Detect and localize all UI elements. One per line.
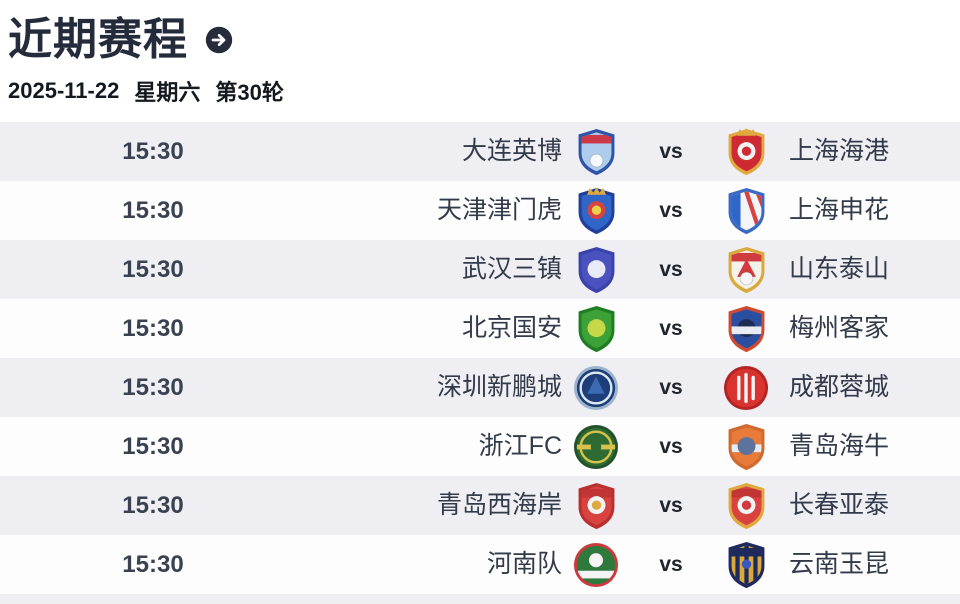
vs-label: vs [659, 434, 683, 458]
home-team-badge-icon [562, 542, 630, 588]
match-row[interactable]: 15:30 青岛西海岸 vs 长春亚泰 [0, 476, 960, 535]
matchday-label: 2025-11-22 星期六 第30轮 [0, 70, 960, 112]
away-team-badge-icon [712, 541, 780, 589]
home-team-badge-icon [562, 424, 630, 470]
away-team-badge-icon [712, 305, 780, 353]
vs-label: vs [659, 198, 683, 222]
match-row[interactable]: 15:30 浙江FC vs 青岛海牛 [0, 417, 960, 476]
home-team-name: 青岛西海岸 [436, 491, 562, 519]
home-team-name: 大连英博 [461, 137, 562, 165]
match-time: 15:30 [122, 255, 184, 283]
away-team-name: 山东泰山 [789, 255, 890, 283]
vs-label: vs [659, 139, 683, 163]
away-team-name: 上海申花 [789, 196, 890, 224]
away-team-name: 云南玉昆 [789, 550, 890, 578]
home-team-name: 北京国安 [461, 314, 562, 342]
home-team-name: 深圳新鹏城 [436, 373, 562, 401]
away-team-badge-icon [712, 482, 780, 530]
away-team-name: 梅州客家 [789, 314, 890, 342]
match-time: 15:30 [122, 491, 184, 519]
match-time: 15:30 [122, 550, 184, 578]
vs-label: vs [659, 257, 683, 281]
match-row[interactable]: 15:30 深圳新鹏城 vs 成都蓉城 [0, 358, 960, 417]
home-team-badge-icon [562, 482, 630, 530]
home-team-name: 武汉三镇 [461, 255, 562, 283]
match-list: 15:30 大连英博 vs 上海海港 15:30 天津津门虎 vs [0, 122, 960, 594]
match-time: 15:30 [122, 373, 184, 401]
match-row[interactable]: 15:30 天津津门虎 vs 上海申花 [0, 181, 960, 240]
home-team-badge-icon [562, 186, 630, 235]
vs-label: vs [659, 316, 683, 340]
match-time: 15:30 [122, 432, 184, 460]
next-row-partial [0, 594, 960, 604]
matchday-round: 第30轮 [215, 80, 284, 105]
home-team-badge-icon [562, 128, 630, 176]
match-time: 15:30 [122, 196, 184, 224]
away-team-name: 成都蓉城 [789, 373, 890, 401]
match-row[interactable]: 15:30 大连英博 vs 上海海港 [0, 122, 960, 181]
match-row[interactable]: 15:30 武汉三镇 vs 山东泰山 [0, 240, 960, 299]
matchday-date: 2025-11-22 [8, 78, 120, 103]
match-time: 15:30 [122, 314, 184, 342]
vs-label: vs [659, 552, 683, 576]
more-arrow-icon[interactable] [205, 26, 233, 54]
page-title: 近期赛程 [8, 14, 188, 64]
vs-label: vs [659, 375, 683, 399]
panel-header: 近期赛程 [0, 0, 960, 70]
away-team-badge-icon [712, 127, 780, 176]
home-team-name: 河南队 [486, 550, 562, 578]
home-team-badge-icon [562, 365, 630, 411]
home-team-name: 天津津门虎 [436, 196, 562, 224]
vs-label: vs [659, 493, 683, 517]
home-team-name: 浙江FC [478, 432, 562, 460]
away-team-badge-icon [712, 246, 780, 294]
home-team-badge-icon [562, 246, 630, 294]
away-team-name: 上海海港 [789, 137, 890, 165]
home-team-badge-icon [562, 305, 630, 353]
away-team-badge-icon [712, 423, 780, 471]
matchday-weekday: 星期六 [134, 80, 201, 105]
away-team-name: 长春亚泰 [789, 491, 890, 519]
match-time: 15:30 [122, 137, 184, 165]
away-team-name: 青岛海牛 [789, 432, 890, 460]
away-team-badge-icon [712, 187, 780, 235]
match-row[interactable]: 15:30 北京国安 vs 梅州客家 [0, 299, 960, 358]
match-row[interactable]: 15:30 河南队 vs 云南玉昆 [0, 535, 960, 594]
away-team-badge-icon [712, 365, 780, 411]
